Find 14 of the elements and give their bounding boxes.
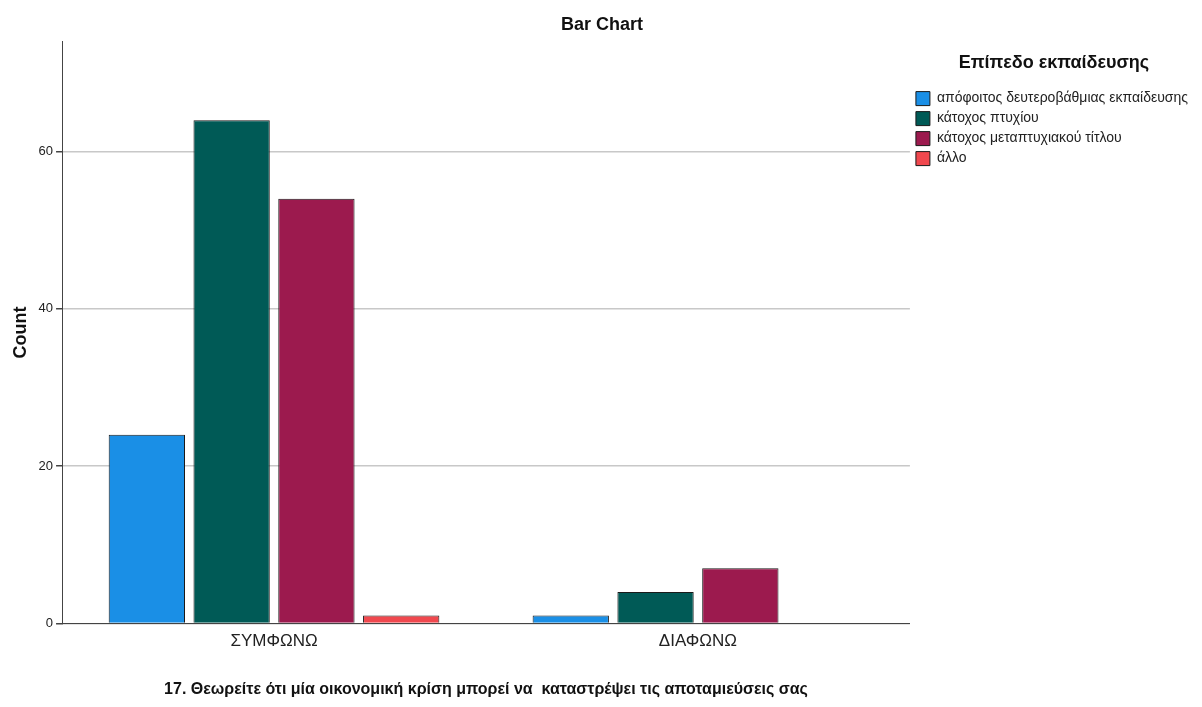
y-tick-label: 0 [45,614,54,630]
y-tick-label: 60 [38,143,54,159]
x-tick-label: ΔΙΑΦΩΝΩ [658,631,738,651]
legend-title: Επίπεδο εκπαίδευσης [958,51,1150,72]
x-axis-title: 17. Θεωρείτε ότι μία οικονομική κρίση μπορεί να καταστρέψει τις αποταμιεύσεις σας [164,679,808,698]
legend-label: απόφοιτος δευτεροβάθμιας εκπαίδευσης [936,89,1189,106]
legend-label: άλλο [936,149,967,166]
chart-title: Bar Chart [560,13,644,34]
legend-label: κάτοχος μεταπτυχιακού τίτλου [936,129,1122,146]
legend-label: κάτοχος πτυχίου [936,109,1039,126]
x-tick-label: ΣΥΜΦΩΝΩ [230,631,318,651]
y-tick-label: 40 [38,300,54,316]
y-tick-label: 20 [38,457,54,473]
y-axis-title: Count [9,306,30,359]
